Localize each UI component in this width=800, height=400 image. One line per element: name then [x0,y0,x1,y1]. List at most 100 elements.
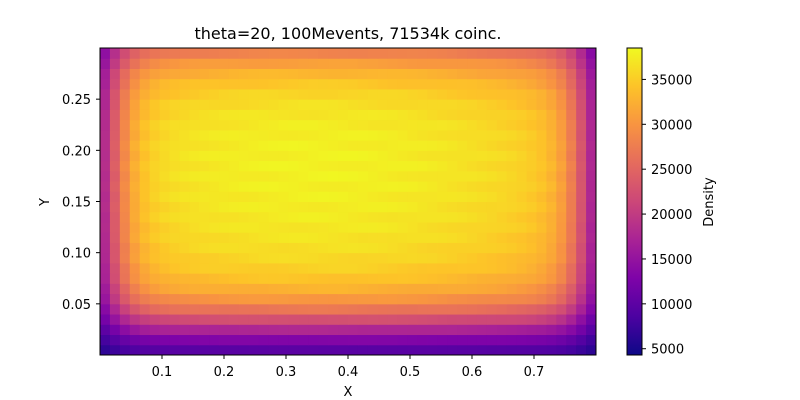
heatmap-cell [228,48,240,59]
heatmap-cell [367,68,379,80]
heatmap-cell [457,262,468,274]
heatmap-cell [209,303,220,315]
heatmap-cell [397,211,409,223]
heatmap-cell [457,242,468,254]
heatmap-cell [278,129,289,141]
heatmap-cell [219,160,230,172]
heatmap-cell [238,78,250,90]
heatmap-cell [536,150,547,162]
heatmap-cell [189,314,200,325]
heatmap-cell [467,242,478,254]
heatmap-cell [298,160,309,172]
heatmap-cell [476,344,488,356]
heatmap-cell [486,140,498,151]
heatmap-cell [467,181,478,192]
heatmap-cell [119,119,131,131]
heatmap-cell [278,273,289,284]
heatmap-cell [189,242,200,254]
heatmap-cell [516,232,528,243]
heatmap-cell [427,68,438,80]
heatmap-cell [129,252,141,264]
heatmap-cell [268,293,280,305]
heatmap-cell [586,68,597,80]
heatmap-cell [129,293,141,305]
heatmap-cell [367,170,379,182]
heatmap-cell [228,150,240,162]
heatmap-cell [506,252,518,264]
heatmap-cell [109,48,121,59]
heatmap-cell [506,303,518,315]
heatmap-cell [228,334,240,346]
heatmap-cell [437,252,448,264]
heatmap-cell [437,58,448,69]
heatmap-cell [546,314,557,325]
heatmap-cell [516,242,528,254]
heatmap-cell [516,181,528,192]
heatmap-cell [516,48,528,59]
heatmap-cell [586,242,597,254]
heatmap-cell [526,211,537,223]
heatmap-cell [377,99,389,110]
heatmap-cell [476,88,488,100]
heatmap-cell [546,273,557,284]
heatmap-cell [397,252,409,264]
heatmap-cell [556,129,567,141]
heatmap-cell [119,242,131,254]
heatmap-cell [348,48,359,59]
heatmap-cell [109,99,121,110]
heatmap-cell [486,119,498,131]
heatmap-cell [486,262,498,274]
heatmap-cell [417,140,428,151]
heatmap-cell [189,150,200,162]
heatmap-cell [357,119,369,131]
heatmap-cell [318,283,329,295]
heatmap-cell [258,48,270,59]
heatmap-cell [248,109,260,121]
heatmap-cell [546,181,557,192]
heatmap-cell [189,252,200,264]
heatmap-cell [427,119,438,131]
heatmap-cell [556,68,567,80]
heatmap-cell [199,324,210,336]
heatmap-cell [586,324,597,336]
heatmap-cell [288,334,299,346]
heatmap-cell [526,109,537,121]
heatmap-cell [516,273,528,284]
heatmap-cell [407,48,418,59]
heatmap-cell [169,334,180,346]
heatmap-cell [586,109,597,121]
heatmap-cell [248,242,260,254]
heatmap-cell [467,324,478,336]
heatmap-cell [427,58,438,69]
heatmap-cell [129,150,141,162]
heatmap-cell [149,119,161,131]
heatmap-cell [586,334,597,346]
heatmap-cell [228,181,240,192]
heatmap-cell [228,221,240,233]
heatmap-cell [119,262,131,274]
heatmap-cell [139,293,151,305]
heatmap-cell [486,211,498,223]
heatmap-cell [189,78,200,90]
heatmap-cell [407,170,418,182]
heatmap-cell [506,242,518,254]
heatmap-cell [437,119,448,131]
heatmap-cell [248,150,260,162]
heatmap-cell [496,211,508,223]
heatmap-cell [219,303,230,315]
heatmap-cell [377,58,389,69]
heatmap-cell [546,109,557,121]
heatmap-cell [476,170,488,182]
heatmap-cell [179,191,190,202]
heatmap-cell [417,88,428,100]
heatmap-cell [377,181,389,192]
heatmap-cell [506,232,518,243]
heatmap-cell [109,129,121,141]
heatmap-cell [536,303,547,315]
heatmap-cell [417,58,428,69]
heatmap-cell [387,324,399,336]
heatmap-cell [427,211,438,223]
heatmap-cell [288,58,299,69]
heatmap-cell [278,119,289,131]
heatmap-cell [288,221,299,233]
